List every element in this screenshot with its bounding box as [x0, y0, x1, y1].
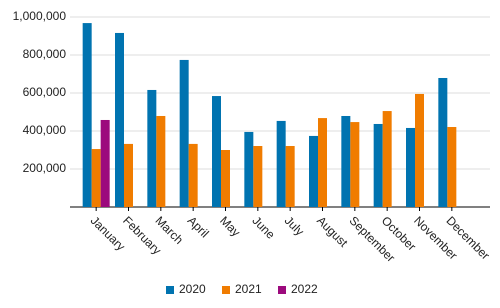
bar — [124, 143, 133, 207]
bar — [447, 127, 457, 207]
legend-swatch — [166, 286, 174, 294]
legend-swatch — [278, 286, 286, 294]
x-tick-label: June — [249, 213, 278, 242]
y-tick-label: 800,000 — [23, 47, 67, 61]
bar — [415, 93, 424, 207]
legend-swatch — [222, 286, 230, 294]
bar — [156, 115, 166, 207]
bar — [188, 143, 198, 207]
bar — [82, 23, 92, 207]
bar — [350, 122, 360, 207]
y-tick-label: 200,000 — [23, 161, 67, 175]
bar — [147, 89, 157, 207]
x-tick-label: May — [217, 213, 243, 239]
bar — [276, 120, 286, 207]
bar — [438, 77, 448, 208]
bar — [309, 135, 318, 207]
x-tick-label: January — [88, 213, 128, 253]
bar — [91, 149, 101, 207]
bar — [318, 118, 327, 207]
bar — [253, 146, 263, 207]
bar — [244, 131, 254, 207]
bar — [179, 59, 189, 207]
bar — [285, 146, 295, 207]
bar — [221, 150, 230, 207]
x-tick-label: April — [185, 213, 212, 240]
y-tick-label: 600,000 — [23, 85, 67, 99]
y-tick-label: 400,000 — [23, 123, 67, 137]
bar — [100, 119, 110, 207]
bar — [406, 127, 415, 207]
x-tick-label: July — [282, 213, 307, 238]
legend-label: 2020 — [179, 282, 206, 296]
y-tick-label: 1,000,000 — [13, 9, 67, 23]
bar — [212, 96, 221, 207]
bar — [373, 123, 383, 207]
legend-label: 2022 — [291, 282, 318, 296]
bar — [382, 111, 392, 207]
bar — [341, 115, 351, 207]
x-tick-label: August — [314, 213, 351, 250]
legend-label: 2021 — [235, 282, 262, 296]
bar — [115, 32, 124, 208]
